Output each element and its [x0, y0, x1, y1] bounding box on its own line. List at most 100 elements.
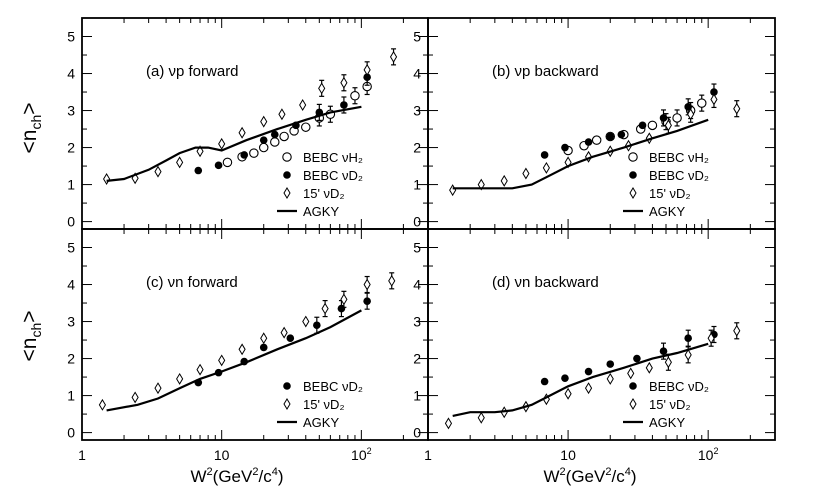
data-point [477, 411, 485, 424]
data-point [633, 354, 641, 363]
panel-title: (d) νn backward [492, 274, 599, 291]
data-point [270, 130, 279, 139]
y-tick-label: 0 [67, 425, 75, 441]
data-point [238, 126, 246, 139]
y-axis-label-top: <nch> [18, 102, 44, 153]
data-point [627, 367, 635, 380]
series [540, 325, 718, 386]
legend-label: AGKY [649, 204, 685, 219]
x-axis-label-left: W2(GeV2/c4) [190, 466, 283, 486]
series [106, 105, 362, 182]
legend-label: BEBC νH₂ [303, 150, 363, 165]
legend-label: BEBC νD₂ [649, 379, 709, 394]
data-point [389, 50, 398, 63]
data-point [260, 332, 268, 345]
legend-entry: BEBC νH₂ [628, 150, 709, 165]
data-point [449, 184, 457, 197]
x-tick-label: 1 [78, 447, 86, 463]
legend-label: 15' νD₂ [303, 397, 345, 412]
data-point [388, 274, 396, 287]
data-point [617, 130, 626, 139]
data-point [249, 148, 259, 158]
y-tick-label: 4 [413, 66, 421, 82]
data-point [664, 119, 672, 132]
data-point [664, 356, 672, 369]
data-point [606, 372, 614, 385]
legend-label: BEBC νD₂ [649, 168, 709, 183]
panel-a: 0 1 2 3 4 5 (a) νp forward BEBC νH₂ BEBC νD₂ 15' … [67, 17, 429, 230]
legend-entry: AGKY [623, 204, 685, 219]
data-point [638, 121, 647, 130]
data-point [259, 136, 268, 144]
data-point [218, 354, 226, 367]
data-point [684, 334, 692, 343]
legend-label: 15' νD₂ [303, 186, 345, 201]
agky-curve [106, 309, 362, 412]
panel-b: 0 1 2 3 4 5 (b) νp backward BEBC νH₂ BEBC νD₂ 15'… [413, 17, 776, 230]
data-point [733, 324, 741, 337]
data-point [131, 391, 139, 404]
data-point [299, 99, 307, 111]
legend-label: 15' νD₂ [649, 397, 691, 412]
x-tick-label-base: 10 [214, 447, 230, 463]
legend-label: AGKY [303, 415, 339, 430]
y-tick-label: 0 [67, 214, 75, 230]
series [452, 342, 709, 417]
data-point [218, 137, 226, 150]
data-point [645, 361, 653, 374]
data-point [280, 326, 288, 339]
y-tick-label: 3 [67, 103, 75, 119]
data-point [196, 363, 204, 376]
data-point [260, 115, 268, 128]
data-point [214, 161, 223, 170]
legend-symbol [283, 171, 291, 179]
data-point [697, 98, 707, 108]
data-point [561, 143, 569, 152]
data-point [672, 113, 682, 123]
legend-entry: AGKY [623, 415, 685, 430]
legend-label: 15' νD₂ [649, 186, 691, 201]
data-point [710, 93, 718, 106]
panel-frame [427, 228, 776, 441]
ylabel-main: <n [18, 338, 41, 362]
data-point [259, 343, 268, 352]
data-point [687, 108, 695, 121]
legend-entry: BEBC νD₂ [629, 379, 709, 394]
x-tick-label-base: 1 [424, 447, 432, 463]
data-point [584, 382, 593, 395]
data-point [542, 161, 550, 174]
legend-entry: BEBC νH₂ [282, 150, 363, 165]
data-point [659, 347, 668, 355]
data-point [176, 156, 184, 169]
legend-symbol [283, 187, 291, 199]
panel-frame [81, 17, 429, 230]
legend-symbol [282, 152, 292, 162]
legend-entry: BEBC νD₂ [629, 168, 709, 183]
data-point [707, 332, 715, 345]
legend-label: BEBC νD₂ [303, 168, 363, 183]
data-point [606, 360, 615, 368]
series [103, 48, 398, 185]
ylabel-close: > [18, 102, 41, 114]
x-tick-label: 1 [424, 447, 432, 463]
ylabel-sub: ch [28, 115, 44, 130]
data-point [302, 315, 310, 328]
data-point [584, 138, 593, 146]
series [98, 272, 396, 411]
legend-entry: 15' νD₂ [629, 186, 691, 201]
y-tick-label: 0 [413, 425, 421, 441]
data-point [98, 398, 106, 411]
y-tick-label: 3 [413, 103, 421, 119]
y-tick-label: 1 [67, 388, 75, 404]
y-tick-label: 2 [67, 351, 75, 367]
data-point [154, 382, 162, 395]
panel-frame [81, 228, 429, 441]
panel-title: (c) νn forward [146, 274, 238, 291]
data-point [176, 372, 184, 385]
y-tick-label: 1 [413, 388, 421, 404]
legend-symbol [629, 187, 637, 199]
data-point [540, 377, 549, 386]
y-tick-label: 1 [67, 177, 75, 193]
legend-symbol [628, 152, 638, 162]
panel-title: (a) νp forward [146, 63, 239, 80]
